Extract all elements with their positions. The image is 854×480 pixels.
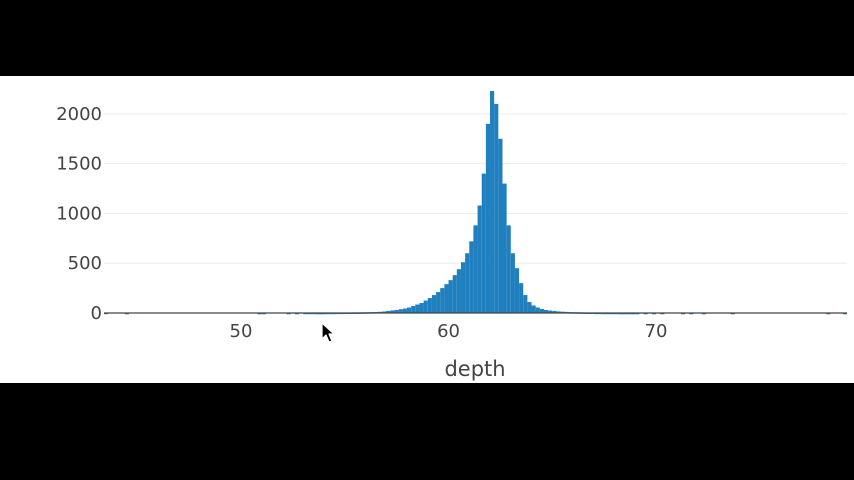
histogram-bar[interactable] [415,304,420,313]
histogram-bar[interactable] [514,268,520,313]
histogram-bar[interactable] [419,303,424,313]
histogram-bar[interactable] [440,288,445,313]
histogram-panel: 0 500 1000 1500 2000 50 60 70 depth [0,76,854,383]
histogram-bar[interactable] [394,310,399,313]
histogram-bar[interactable] [519,283,524,313]
histogram-bar[interactable] [460,262,466,313]
histogram-bar[interactable] [539,309,544,313]
histogram-bar[interactable] [427,298,432,313]
histogram-bar[interactable] [398,309,403,313]
histogram-bar[interactable] [452,275,457,313]
histogram-bar[interactable] [510,253,515,313]
histogram-bar[interactable] [431,295,437,313]
histogram-bar[interactable] [423,300,428,313]
histogram-bar[interactable] [548,310,553,313]
histogram-bar[interactable] [402,308,408,313]
histogram-bar[interactable] [502,183,507,313]
y-tick-label: 500 [68,253,102,274]
histogram-bar[interactable] [448,280,453,313]
x-tick-label: 70 [645,321,668,342]
x-tick-label: 50 [230,321,253,342]
histogram-bars[interactable] [104,90,847,315]
histogram-bar[interactable] [411,306,416,313]
histogram-bar[interactable] [407,307,412,313]
histogram-bar[interactable] [485,123,491,313]
histogram-bar[interactable] [506,225,511,313]
y-tick-label: 1500 [56,154,102,175]
histogram-bar[interactable] [490,90,495,313]
histogram-bar[interactable] [552,311,557,313]
histogram-chart[interactable]: 0 500 1000 1500 2000 50 60 70 depth [0,76,854,383]
x-axis-title: depth [444,357,505,381]
histogram-bar[interactable] [473,225,478,313]
x-tick-label: 60 [437,321,460,342]
histogram-bar[interactable] [444,284,449,313]
histogram-bar[interactable] [535,307,540,313]
mouse-pointer-icon [321,322,335,343]
histogram-bar[interactable] [494,103,499,313]
histogram-bar[interactable] [465,253,470,313]
y-tick-labels: 0 500 1000 1500 2000 [56,104,102,324]
histogram-bar[interactable] [469,241,474,313]
histogram-bar[interactable] [543,310,549,313]
histogram-bar[interactable] [382,311,387,314]
histogram-bar[interactable] [436,292,441,313]
y-tick-label: 2000 [56,104,102,125]
histogram-bar[interactable] [390,310,395,313]
histogram-bar[interactable] [456,269,461,313]
histogram-bar[interactable] [386,311,391,313]
histogram-bar[interactable] [477,205,482,313]
histogram-bar[interactable] [531,305,536,313]
histogram-bar[interactable] [523,295,528,313]
histogram-bar[interactable] [556,311,561,313]
histogram-bar[interactable] [481,173,486,313]
y-tick-label: 0 [91,303,102,324]
histogram-bar[interactable] [498,138,503,313]
x-tick-labels: 50 60 70 [230,321,668,342]
y-tick-label: 1000 [56,203,102,224]
histogram-bar[interactable] [527,302,532,313]
